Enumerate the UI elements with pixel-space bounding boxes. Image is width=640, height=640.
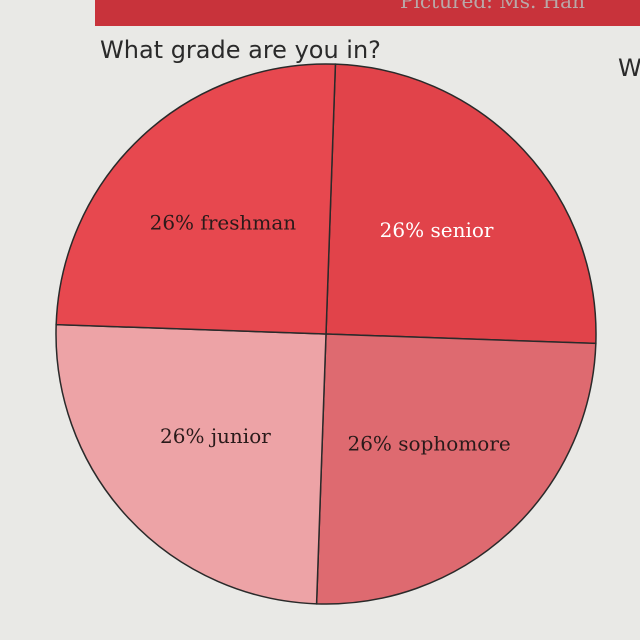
value-label: 26% [380,217,424,241]
slice-label: 26% junior [160,424,271,448]
value-label: 26% [150,210,194,234]
slice-label: 26% sophomore [347,431,510,455]
banner [95,0,640,26]
category-label: freshman [200,210,296,234]
slice-label: 26% senior [380,217,494,241]
banner-caption: Pictured: Ms. Han [400,0,585,13]
pie-slice [55,323,327,605]
category-label: senior [430,217,493,241]
next-title: W [618,54,640,82]
pie-slice [325,63,597,345]
chart-title: What grade are you in? [100,36,381,64]
slice-label: 26% freshman [150,210,297,234]
value-label: 26% [347,431,391,455]
category-label: sophomore [398,431,510,455]
pie-slice [315,333,597,605]
value-label: 26% [160,424,204,448]
category-label: junior [209,424,271,448]
pie-slice [55,63,337,335]
